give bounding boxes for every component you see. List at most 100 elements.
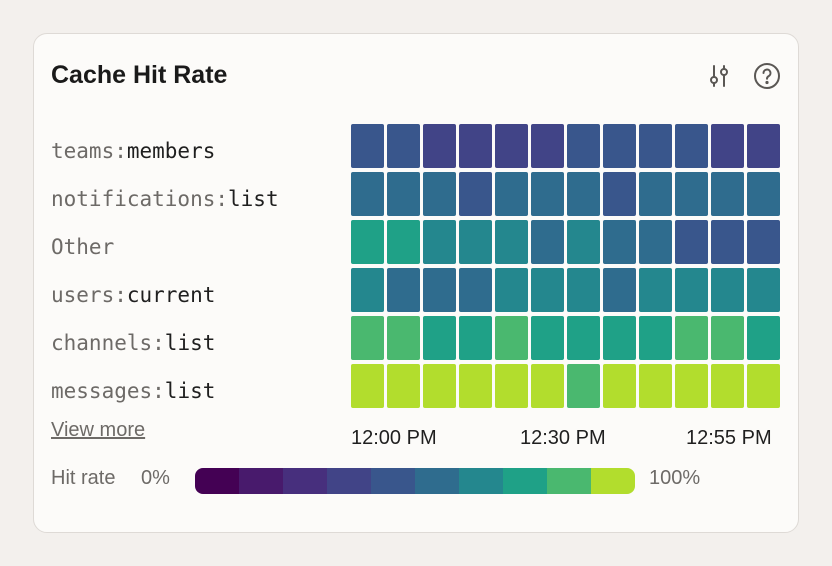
legend-segment	[371, 468, 415, 494]
heatmap-cell[interactable]	[711, 172, 744, 216]
heatmap-cell[interactable]	[747, 268, 780, 312]
heatmap-cell[interactable]	[531, 220, 564, 264]
heatmap-cell[interactable]	[675, 172, 708, 216]
heatmap-cell[interactable]	[603, 316, 636, 360]
heatmap-cell[interactable]	[387, 124, 420, 168]
heatmap-cell[interactable]	[711, 220, 744, 264]
row-label: messages:list	[51, 379, 216, 403]
x-tick-label: 12:30 PM	[520, 427, 606, 449]
heatmap-cell[interactable]	[423, 172, 456, 216]
heatmap-cell[interactable]	[351, 364, 384, 408]
legend-segment	[591, 468, 635, 494]
heatmap-cell[interactable]	[495, 124, 528, 168]
heatmap-cell[interactable]	[495, 364, 528, 408]
heatmap-cell[interactable]	[387, 364, 420, 408]
legend-segment	[195, 468, 239, 494]
heatmap-cell[interactable]	[603, 364, 636, 408]
view-more-link[interactable]: View more	[51, 419, 146, 441]
heatmap-cell[interactable]	[459, 268, 492, 312]
heatmap-cell[interactable]	[531, 124, 564, 168]
heatmap-cell[interactable]	[711, 364, 744, 408]
heatmap-cell[interactable]	[675, 316, 708, 360]
heatmap-cell[interactable]	[639, 316, 672, 360]
heatmap-cell[interactable]	[351, 124, 384, 168]
heatmap-cell[interactable]	[423, 268, 456, 312]
heatmap-cell[interactable]	[711, 316, 744, 360]
row-labels: teams:members notifications:list Other u…	[51, 125, 331, 413]
heatmap-cell[interactable]	[567, 172, 600, 216]
heatmap-cell[interactable]	[423, 316, 456, 360]
heatmap-cell[interactable]	[351, 268, 384, 312]
help-circle-icon[interactable]	[752, 61, 782, 91]
row-label: Other	[51, 235, 115, 259]
heatmap-cell[interactable]	[747, 124, 780, 168]
row-label: channels:list	[51, 331, 216, 355]
heatmap-cell[interactable]	[603, 172, 636, 216]
heatmap-cell[interactable]	[567, 316, 600, 360]
heatmap-cell[interactable]	[495, 268, 528, 312]
legend-segment	[415, 468, 459, 494]
heatmap-cell[interactable]	[567, 364, 600, 408]
heatmap-cell[interactable]	[747, 316, 780, 360]
heatmap-cell[interactable]	[387, 316, 420, 360]
legend-segment	[283, 468, 327, 494]
legend-segment	[503, 468, 547, 494]
x-tick-label: 12:00 PM	[351, 427, 437, 449]
heatmap-cell[interactable]	[531, 316, 564, 360]
legend-segment	[239, 468, 283, 494]
legend-color-scale	[195, 468, 635, 494]
heatmap-cell[interactable]	[747, 172, 780, 216]
heatmap-cell[interactable]	[351, 316, 384, 360]
heatmap-cell[interactable]	[603, 268, 636, 312]
heatmap-cell[interactable]	[351, 220, 384, 264]
heatmap-cell[interactable]	[459, 316, 492, 360]
legend-segment	[327, 468, 371, 494]
heatmap-cell[interactable]	[711, 268, 744, 312]
heatmap-cell[interactable]	[603, 220, 636, 264]
heatmap-cell[interactable]	[639, 364, 672, 408]
heatmap-cell[interactable]	[495, 172, 528, 216]
heatmap-cell[interactable]	[675, 268, 708, 312]
heatmap-cell[interactable]	[495, 220, 528, 264]
heatmap-cell[interactable]	[531, 172, 564, 216]
heatmap-cell[interactable]	[423, 364, 456, 408]
heatmap-cell[interactable]	[567, 268, 600, 312]
heatmap-cell[interactable]	[675, 364, 708, 408]
heatmap-cell[interactable]	[639, 172, 672, 216]
heatmap-cell[interactable]	[495, 316, 528, 360]
x-tick-label: 12:55 PM	[686, 427, 772, 449]
heatmap-cell[interactable]	[387, 268, 420, 312]
heatmap-cell[interactable]	[423, 220, 456, 264]
heatmap-grid	[351, 124, 780, 408]
heatmap-cell[interactable]	[639, 220, 672, 264]
legend-min-label: 0%	[141, 467, 170, 489]
legend-segment	[459, 468, 503, 494]
heatmap-cell[interactable]	[459, 220, 492, 264]
heatmap-cell[interactable]	[639, 268, 672, 312]
heatmap-cell[interactable]	[351, 172, 384, 216]
sliders-icon[interactable]	[704, 61, 734, 91]
heatmap-cell[interactable]	[387, 220, 420, 264]
card-title: Cache Hit Rate	[51, 61, 228, 89]
heatmap-cell[interactable]	[603, 124, 636, 168]
heatmap-cell[interactable]	[747, 364, 780, 408]
heatmap-cell[interactable]	[459, 364, 492, 408]
heatmap-cell[interactable]	[567, 220, 600, 264]
heatmap-cell[interactable]	[459, 172, 492, 216]
heatmap-cell[interactable]	[423, 124, 456, 168]
heatmap-cell[interactable]	[459, 124, 492, 168]
heatmap-cell[interactable]	[531, 364, 564, 408]
heatmap-cell[interactable]	[639, 124, 672, 168]
cache-hit-rate-card: Cache Hit Rate teams:members notificatio…	[33, 33, 799, 533]
row-label: teams:members	[51, 139, 216, 163]
heatmap-cell[interactable]	[747, 220, 780, 264]
legend-title: Hit rate	[51, 467, 116, 489]
heatmap-cell[interactable]	[675, 220, 708, 264]
heatmap-cell[interactable]	[567, 124, 600, 168]
heatmap-cell[interactable]	[675, 124, 708, 168]
heatmap-cell[interactable]	[531, 268, 564, 312]
legend-segment	[547, 468, 591, 494]
heatmap-cell[interactable]	[711, 124, 744, 168]
heatmap-cell[interactable]	[387, 172, 420, 216]
row-label: notifications:list	[51, 187, 279, 211]
